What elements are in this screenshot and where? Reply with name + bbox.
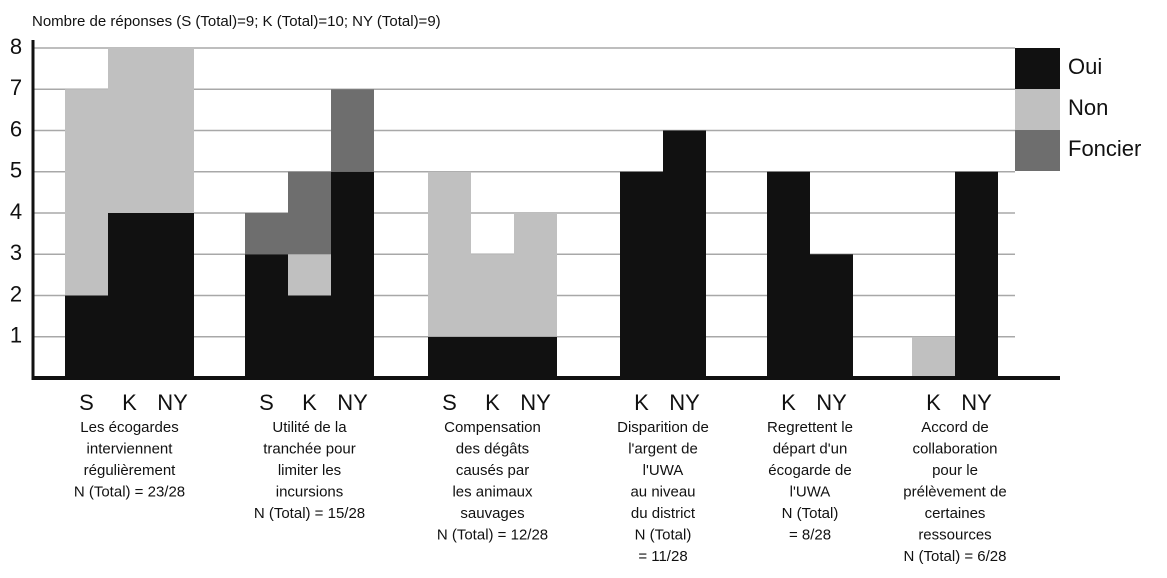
bar-segment	[471, 336, 514, 378]
y-tick-label: 5	[10, 158, 22, 183]
bar-segment	[151, 213, 194, 378]
x-tick-label: NY	[961, 390, 992, 415]
x-tick-label: NY	[669, 390, 700, 415]
x-tick-label: K	[122, 390, 137, 415]
y-tick-label: 1	[10, 323, 22, 348]
group-label: Compensation	[444, 419, 541, 436]
bar-segment	[151, 48, 194, 213]
bar-segment	[912, 336, 955, 378]
group-label: Disparition de	[617, 419, 709, 436]
x-tick-label: NY	[816, 390, 847, 415]
group-label: N (Total) = 15/28	[254, 505, 365, 522]
bar-segment	[331, 171, 374, 378]
bar-segment	[663, 130, 706, 378]
group-label: au niveau	[630, 483, 695, 500]
bar-segment	[471, 254, 514, 337]
y-tick-label: 4	[10, 199, 22, 224]
group-label: = 11/28	[638, 548, 687, 565]
group-label: N (Total) = 12/28	[437, 526, 548, 543]
group-label: incursions	[276, 483, 344, 500]
bar-segment	[288, 254, 331, 296]
group-label: l'UWA	[790, 483, 831, 500]
group-label: l'UWA	[643, 462, 684, 479]
bar-segment	[108, 213, 151, 378]
group-label: l'argent de	[628, 440, 698, 457]
group-label: causés par	[456, 462, 529, 479]
group-label: des dégâts	[456, 440, 529, 457]
x-tick-label: S	[442, 390, 457, 415]
group-label: Regrettent le	[767, 419, 853, 436]
bar-segment	[245, 213, 288, 255]
legend-label: Foncier	[1068, 136, 1141, 161]
bar-segment	[288, 295, 331, 378]
x-tick-label: NY	[520, 390, 551, 415]
bar-segment	[514, 213, 557, 337]
group-label: N (Total) = 23/28	[74, 483, 185, 500]
group-label: N (Total)	[635, 526, 692, 543]
y-tick-label: 8	[10, 34, 22, 59]
group-label: les animaux	[452, 483, 533, 500]
x-tick-label: K	[926, 390, 941, 415]
y-tick-label: 7	[10, 75, 22, 100]
group-label: ressources	[918, 526, 991, 543]
group-label: départ d'un	[773, 440, 848, 457]
chart-title: Nombre de réponses (S (Total)=9; K (Tota…	[32, 13, 441, 30]
group-label: pour le	[932, 462, 978, 479]
bar-segment	[810, 254, 853, 378]
x-tick-label: S	[259, 390, 274, 415]
group-label: certaines	[925, 505, 986, 522]
y-tick-label: 3	[10, 240, 22, 265]
x-tick-label: K	[485, 390, 500, 415]
group-label: Utilité de la	[272, 419, 347, 436]
x-tick-label: K	[634, 390, 649, 415]
legend-swatch	[1015, 48, 1060, 89]
legend-swatch	[1015, 130, 1060, 171]
bar-segment	[428, 336, 471, 378]
x-tick-label: K	[302, 390, 317, 415]
bar-segment	[767, 171, 810, 378]
bar-segment	[620, 171, 663, 378]
group-label: limiter les	[278, 462, 341, 479]
x-tick-label: NY	[337, 390, 368, 415]
group-label: N (Total) = 6/28	[904, 548, 1007, 565]
legend-label: Non	[1068, 95, 1108, 120]
y-tick-label: 6	[10, 116, 22, 141]
legend-label: Oui	[1068, 54, 1102, 79]
group-label: = 8/28	[789, 526, 831, 543]
bar-segment	[65, 89, 108, 296]
group-label: tranchée pour	[263, 440, 356, 457]
bar-segment	[428, 171, 471, 337]
bar-segment	[65, 295, 108, 378]
x-tick-label: NY	[157, 390, 188, 415]
bar-segment	[331, 89, 374, 172]
group-label: N (Total)	[782, 505, 839, 522]
group-label: sauvages	[460, 505, 524, 522]
legend-swatch	[1015, 89, 1060, 130]
group-label: Accord de	[921, 419, 989, 436]
group-label: prélèvement de	[903, 483, 1006, 500]
group-label: collaboration	[912, 440, 997, 457]
bar-segment	[108, 48, 151, 213]
bar-segment	[245, 254, 288, 378]
x-tick-label: S	[79, 390, 94, 415]
group-label: Les écogardes	[80, 419, 178, 436]
bar-segment	[288, 171, 331, 255]
x-tick-label: K	[781, 390, 796, 415]
group-label: du district	[631, 505, 696, 522]
group-label: écogarde de	[768, 462, 851, 479]
bar-segment	[514, 336, 557, 378]
group-label: régulièrement	[84, 462, 177, 479]
bar-segment	[955, 171, 998, 378]
group-label: interviennent	[87, 440, 174, 457]
y-tick-label: 2	[10, 281, 22, 306]
